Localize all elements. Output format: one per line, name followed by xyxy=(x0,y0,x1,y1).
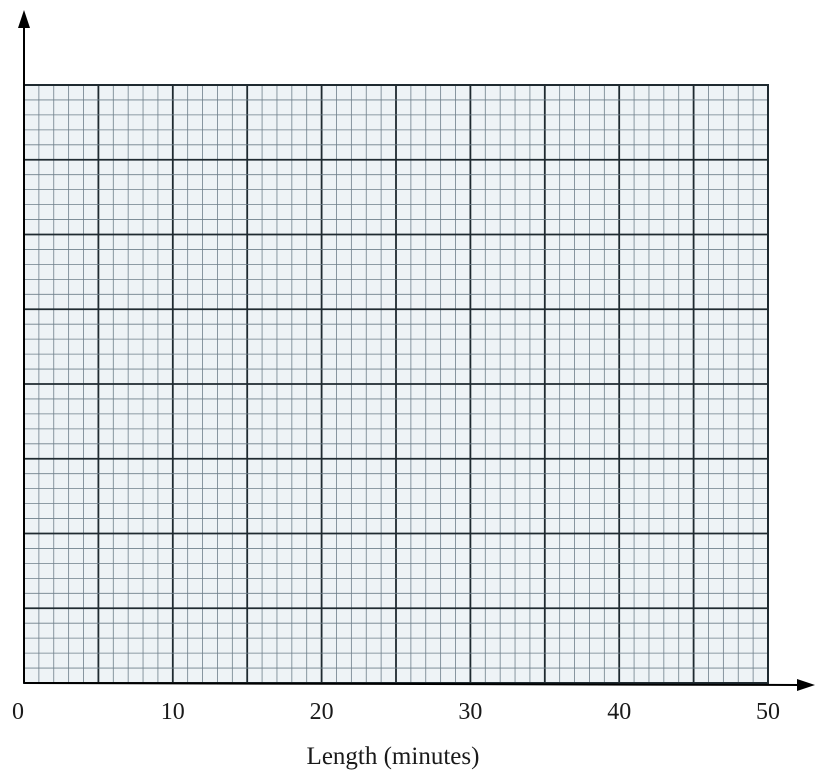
x-axis-arrow-icon xyxy=(797,679,815,691)
x-tick-label: 20 xyxy=(310,699,334,725)
x-tick-label: 50 xyxy=(756,699,780,725)
x-tick-label: 40 xyxy=(607,699,631,725)
y-axis-arrow-icon xyxy=(18,10,30,28)
x-axis-line xyxy=(23,682,801,686)
x-tick-label: 0 xyxy=(12,699,24,725)
x-tick-label: 10 xyxy=(161,699,185,725)
x-tick-labels: 0 10 20 30 40 50 xyxy=(12,699,780,725)
x-axis-title: Length (minutes) xyxy=(307,743,480,770)
grid xyxy=(24,85,768,683)
x-tick-label: 30 xyxy=(458,699,482,725)
